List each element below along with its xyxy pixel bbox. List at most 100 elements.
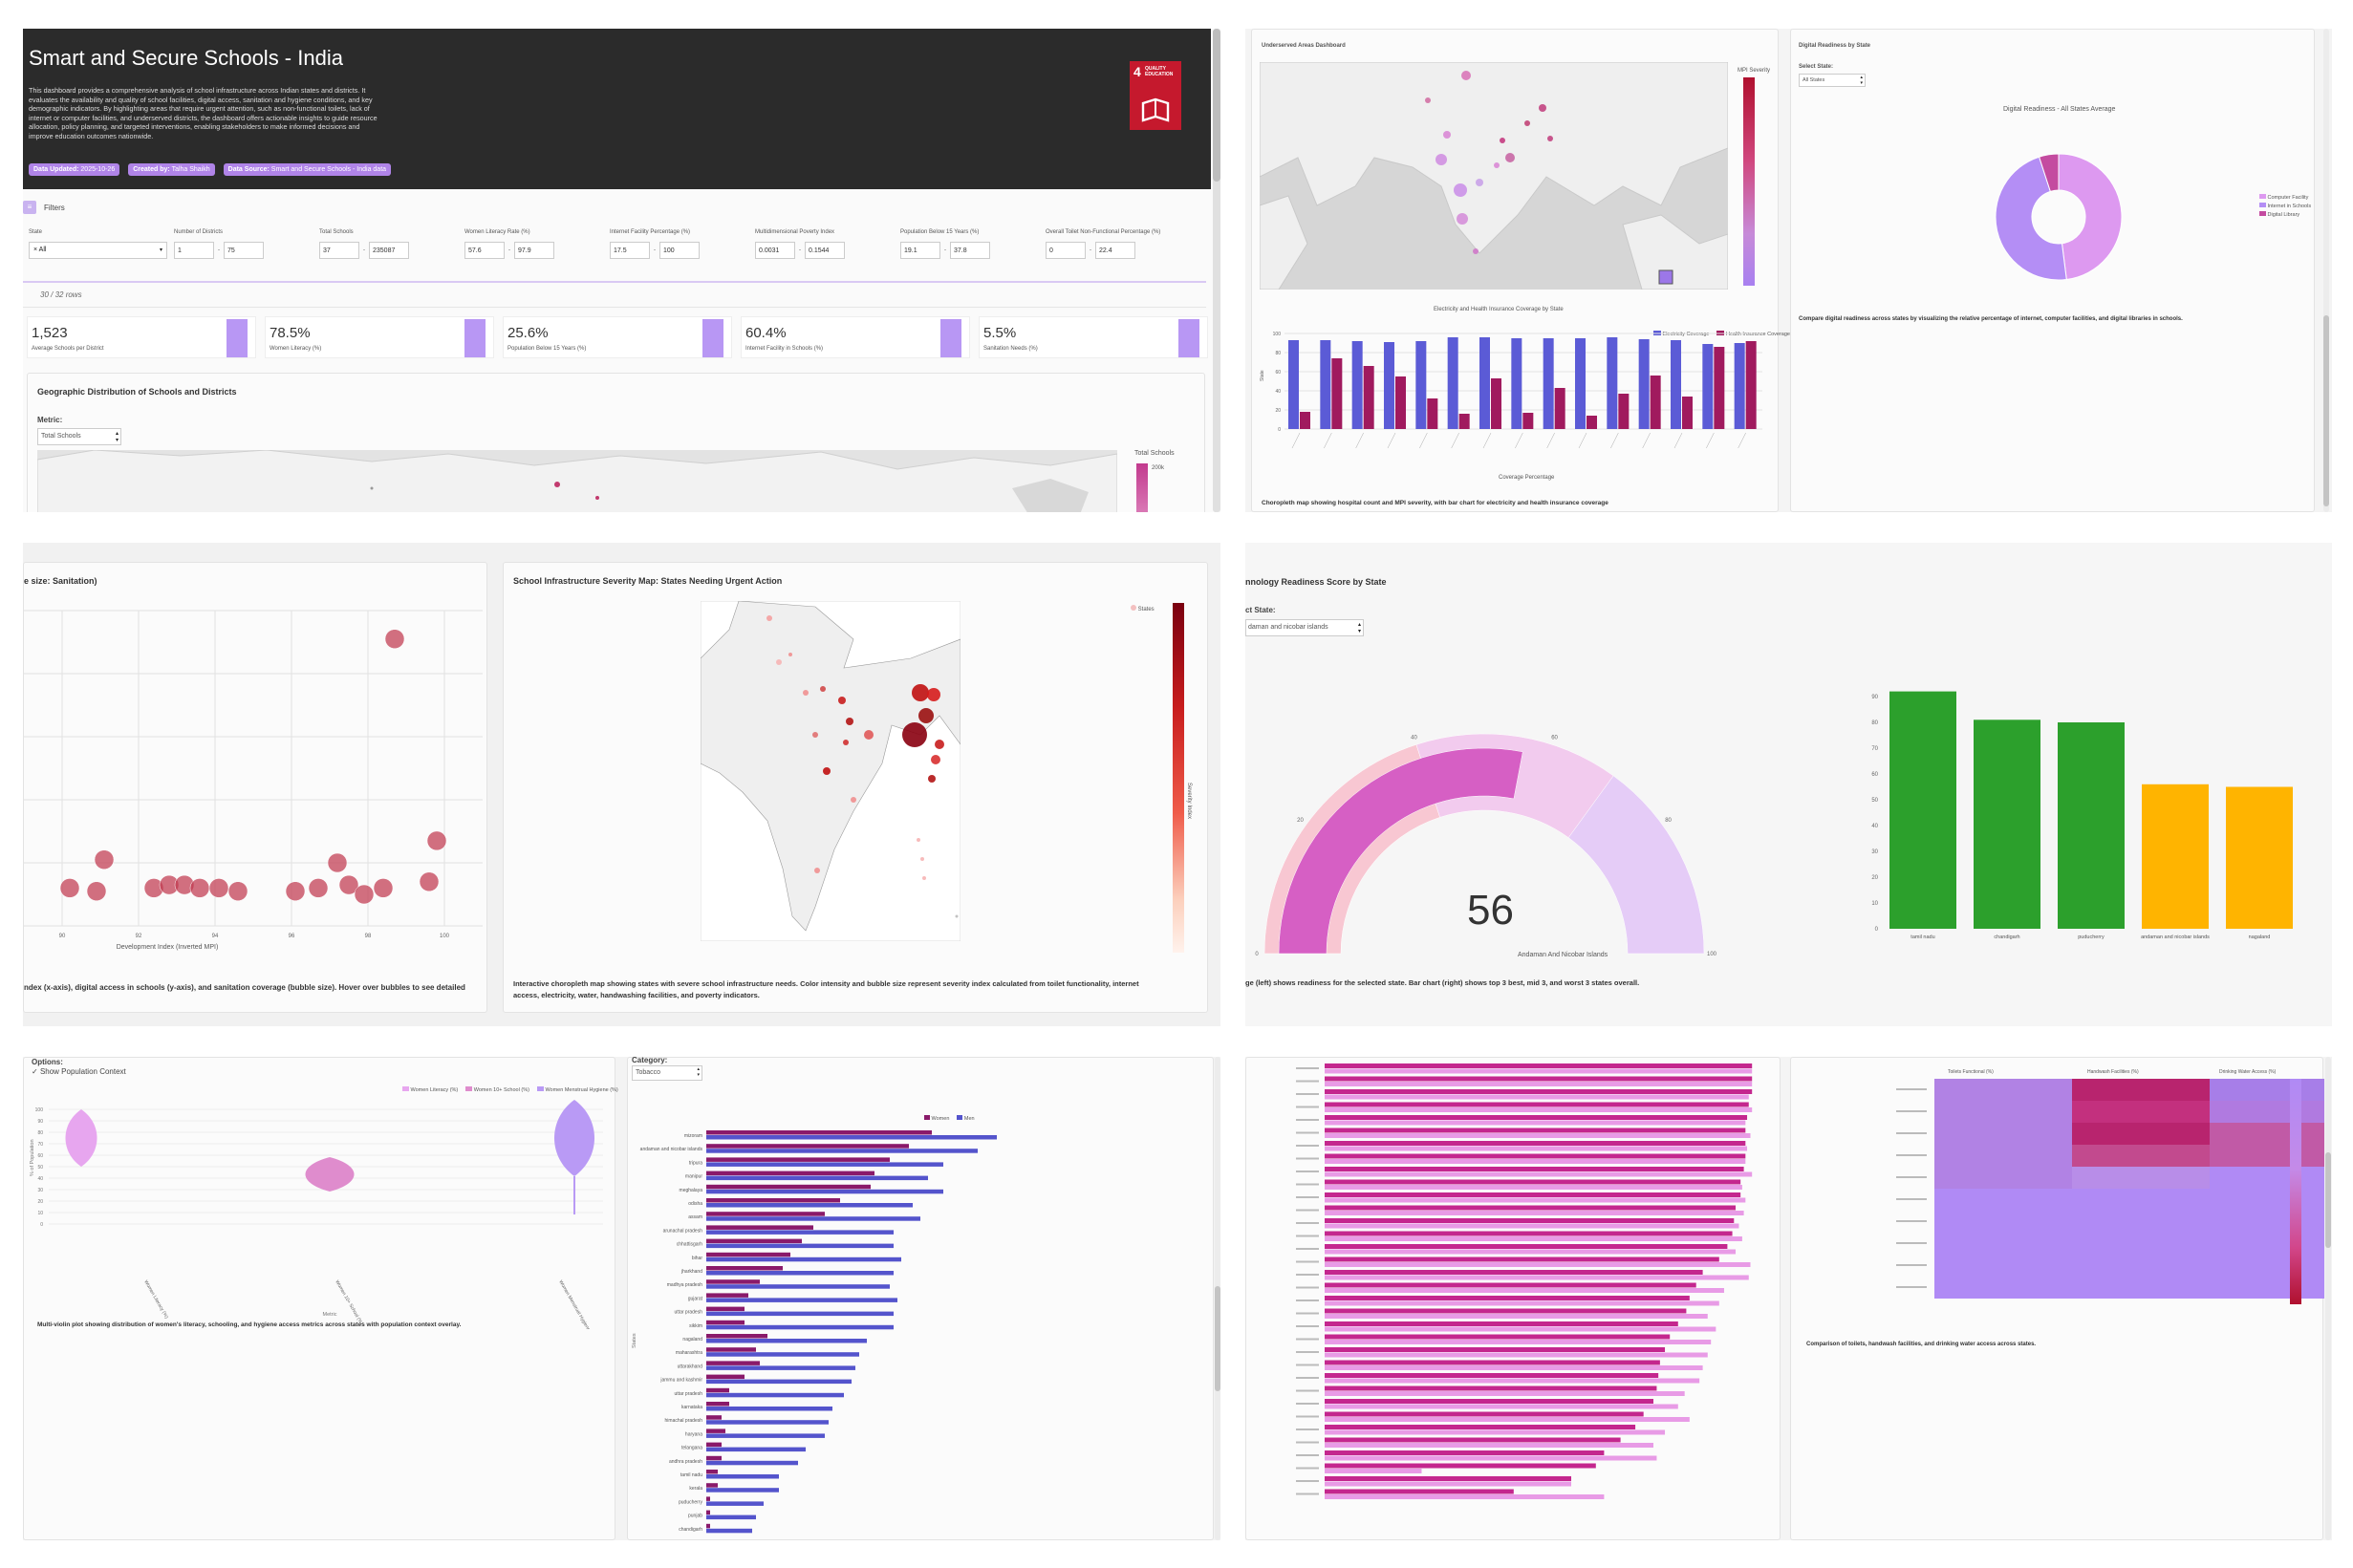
underserved-map[interactable] [1260,62,1728,290]
range-max-input[interactable] [805,242,845,259]
state-bar-primary [1325,1296,1690,1300]
range-min-input[interactable] [755,242,795,259]
range-max-input[interactable] [1095,242,1135,259]
kpi-value: 1,523 [32,325,68,341]
tobacco-bar-chart[interactable]: mizoram andaman and nicobar islands tripur… [628,1128,1211,1540]
range-max-input[interactable] [224,242,264,259]
state-filter-select[interactable]: × All ▾ [29,242,167,259]
hospital-bubble [1473,248,1479,254]
severity-bubble [788,653,792,656]
range-max-input[interactable] [369,242,409,259]
range-min-input[interactable] [900,242,940,259]
range-max-input[interactable] [659,242,700,259]
range-max-input[interactable] [950,242,990,259]
metric-select[interactable]: Total Schools ▴ ▾ [37,428,121,445]
scatter-point [338,874,359,895]
women-bar [706,1470,718,1474]
state-bar-primary [1325,1321,1678,1326]
heatmap-cell [2072,1189,2210,1211]
y-tick-label: tamil nadu [680,1472,702,1478]
range-min-input[interactable] [610,242,650,259]
x-tick-mark [1642,432,1651,449]
range-min-input[interactable] [319,242,359,259]
hospital-bubble [1547,136,1553,141]
filter-label: Multidimensional Poverty Index [755,229,835,235]
violin-chart[interactable]: 0 10 20 30 40 50 60 70 80 90 100 % of Population Wom… [24,1100,607,1329]
men-bar [706,1379,852,1385]
state-bar-secondary [1325,1249,1736,1255]
y-tick-label: manipur [685,1174,702,1180]
men-bar [706,1298,897,1302]
y-tick-label: nagaland [682,1337,702,1342]
coverage-bar [1288,340,1299,429]
tech-state-select[interactable]: daman and nicobar islands ▴ ▾ [1245,619,1364,636]
x-tick-label: 94 [212,934,219,939]
population-context-toggle[interactable]: ✓ Show Population Context [32,1067,126,1076]
women-bar [706,1212,825,1216]
panel-scrollbar[interactable] [1215,1057,1220,1540]
state-bar-primary [1325,1231,1733,1236]
women-bar [706,1144,909,1149]
range-min-input[interactable] [174,242,214,259]
facilities-panel: Toilets Functional (%) Handwash Faciliti… [1245,1057,2332,1540]
severity-colorbar-title: Severity Index [1186,783,1192,820]
geo-map[interactable] [37,450,1117,512]
panel-scrollbar[interactable] [2325,1057,2331,1540]
readiness-gauge[interactable]: 0 20 40 60 80 100 [1245,638,1723,963]
scatter-point [354,884,375,905]
kpi-bar [940,319,961,357]
range-max-input[interactable] [514,242,554,259]
readiness-bar-chart[interactable]: 0 10 20 30 40 50 60 70 80 90 tamil nadu chandigarh p… [1857,667,2316,963]
y-tick-label: 60 [1275,370,1281,376]
kpi-value: 25.6% [507,325,549,341]
page-scrollbar[interactable] [1213,29,1220,512]
severity-caption-line-2: access, electricity, water, handwashing … [513,991,760,999]
coverage-bar [1300,412,1310,429]
state-bar-secondary [1325,1068,1753,1074]
heatmap-cell [2072,1145,2210,1167]
category-label: Category: [632,1057,668,1064]
x-tick-label: tamil nadu [1910,934,1934,940]
severity-map[interactable] [701,601,961,941]
women-bar [706,1279,760,1284]
filters-toggle[interactable]: ≡ Filters [23,201,65,214]
kpi-card: 78.5% Women Literacy (%) [265,316,494,358]
state-bar-chart[interactable] [1246,1058,1778,1540]
coverage-bar [1554,388,1565,429]
men-bar [706,1162,943,1167]
donut-legend: Computer Facility Internet in Schools Di… [2259,194,2311,220]
heatmap-card: Toilets Functional (%) Handwash Faciliti… [1790,1057,2324,1540]
men-bar [706,1407,832,1411]
y-tick-label: jammu and kashmir [659,1378,702,1384]
state-bar-primary [1325,1089,1753,1094]
coverage-bar-chart[interactable]: 0 20 40 60 80 100 State [1256,322,1777,475]
coverage-bar [1671,340,1681,429]
men-bar [706,1514,756,1520]
heatmap-cell [1934,1101,2072,1123]
state-bar-secondary [1325,1455,1657,1461]
state-bar-secondary [1325,1223,1739,1229]
state-bar-secondary [1325,1133,1751,1138]
severity-bubble [851,797,856,803]
women-bar [706,1266,783,1271]
india-landmass [1260,62,1728,254]
data-source-badge[interactable]: Data Source: Smart and Secure Schools - … [223,163,392,176]
y-tick-label: 60 [37,1153,43,1159]
readiness-bar [1974,720,2040,929]
gauge-band-high [1567,775,1705,955]
coverage-bar [1702,344,1714,429]
state-bar-secondary [1325,1211,1744,1215]
range-min-input[interactable] [1046,242,1086,259]
digital-donut-chart[interactable] [1963,121,2154,312]
range-min-input[interactable] [464,242,505,259]
y-tick-label: karnataka [681,1405,702,1410]
category-select[interactable]: Tobacco ▴ ▾ [632,1065,702,1081]
facilities-heatmap[interactable] [1791,1077,2324,1325]
state-select[interactable]: All States ▴ ▾ [1799,74,1866,87]
panel-scrollbar[interactable] [2323,29,2329,512]
scatter-chart[interactable]: 90 92 94 96 98 100 Development Index (Inverted… [24,601,488,974]
state-bar-secondary [1325,1340,1712,1344]
y-tick-label: 10 [1871,901,1878,907]
tobacco-card: Category: Tobacco ▴ ▾ Women Men mizoram an… [627,1057,1214,1540]
gauge-tick-label: 60 [1551,736,1558,741]
